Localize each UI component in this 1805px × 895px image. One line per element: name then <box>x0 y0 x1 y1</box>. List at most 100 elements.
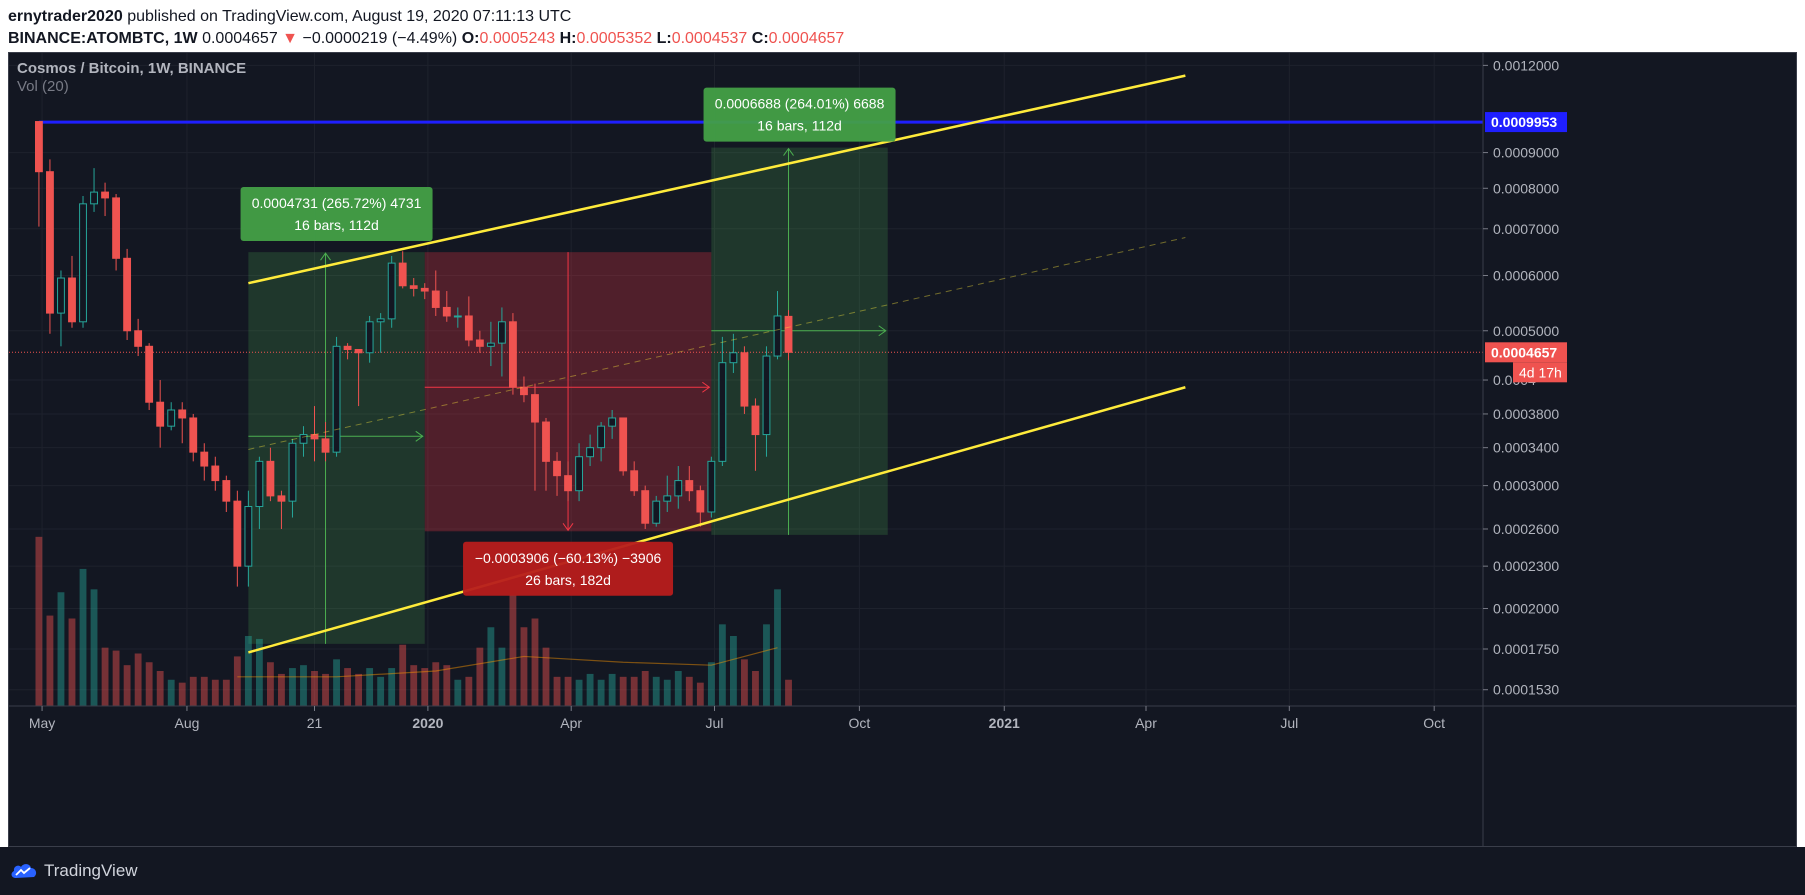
candle-15 <box>200 443 209 481</box>
candle-body-21 <box>266 460 275 497</box>
measure-label-bg-2 <box>703 87 896 142</box>
volume-bar-42 <box>498 647 506 706</box>
candle-0 <box>35 121 43 227</box>
candle-20 <box>255 456 264 529</box>
volume-bar-9 <box>134 653 142 706</box>
candle-body-25 <box>310 434 319 440</box>
candle-body-29 <box>354 349 363 354</box>
y-tick-label-9: 0.0003000 <box>1493 478 1559 494</box>
candle-body-66 <box>762 355 771 436</box>
candle-body-26 <box>321 438 330 453</box>
measure-label-0: 0.0004731 (265.72%) 4731 16 bars, 112d <box>240 186 433 241</box>
candle-30 <box>365 315 374 363</box>
y-tick-label-1: 0.0009000 <box>1493 145 1559 161</box>
volume-bar-22 <box>278 673 285 706</box>
volume-bar-63 <box>729 636 737 706</box>
candle-48 <box>564 461 572 502</box>
price-chart[interactable]: 0.0004731 (265.72%) 4731 16 bars, 112d −0.… <box>9 53 1796 846</box>
candle-body-62 <box>718 362 727 462</box>
candle-4 <box>79 195 87 328</box>
measure-label-bg-0 <box>240 186 433 241</box>
volume-bar-13 <box>178 682 186 706</box>
measure-label-line2-1: 26 bars, 182d <box>525 572 611 588</box>
volume-bars <box>35 536 792 706</box>
candle-42 <box>497 307 506 377</box>
candle-22 <box>277 490 286 529</box>
channel-upper-line <box>248 74 1186 285</box>
footer-bar: TradingView <box>0 847 1805 895</box>
candle-58 <box>674 466 683 509</box>
tradingview-cloud-icon <box>11 864 37 878</box>
x-tick-label-6: Oct <box>848 715 870 731</box>
author-name[interactable]: ernytrader2020 <box>8 8 123 25</box>
candle-body-60 <box>696 490 705 513</box>
candle-body-34 <box>409 285 418 289</box>
candle-body-24 <box>299 434 308 444</box>
volume-bar-25 <box>311 671 318 706</box>
candle-26 <box>321 422 330 462</box>
measure-h-arrowhead-0 <box>415 430 424 442</box>
candle-body-31 <box>376 318 385 323</box>
candle-36 <box>431 270 440 316</box>
candle-body-28 <box>343 345 352 351</box>
measure-v-arrowhead-1 <box>562 523 574 532</box>
candle-66 <box>762 346 771 457</box>
high-label: H: <box>559 30 577 47</box>
volume-bar-27 <box>333 659 340 706</box>
publication-line: ernytrader2020 published on TradingView.… <box>8 6 844 28</box>
volume-bar-39 <box>465 676 473 706</box>
volume-bar-44 <box>520 627 528 706</box>
candle-51 <box>597 422 606 462</box>
candle-body-61 <box>707 460 716 513</box>
candle-14 <box>189 413 198 462</box>
candle-9 <box>134 318 143 357</box>
volume-bar-18 <box>233 656 241 706</box>
candle-37 <box>442 291 451 322</box>
candle-33 <box>398 251 407 289</box>
candle-body-33 <box>398 262 407 287</box>
candle-43 <box>509 313 517 395</box>
candle-32 <box>387 255 396 328</box>
volume-bar-30 <box>366 668 374 706</box>
volume-bar-46 <box>542 647 550 706</box>
volume-bar-37 <box>443 665 451 706</box>
volume-bar-4 <box>79 568 87 706</box>
y-tick-label-10: 0.0002600 <box>1493 521 1559 537</box>
candle-body-13 <box>178 409 187 419</box>
volume-bar-47 <box>553 676 561 706</box>
volume-bar-33 <box>399 644 407 706</box>
candle-body-52 <box>608 417 617 427</box>
candle-body-39 <box>464 315 473 341</box>
volume-bar-21 <box>266 662 274 706</box>
chart-panel[interactable]: 0.0004731 (265.72%) 4731 16 bars, 112d −0.… <box>8 52 1797 847</box>
candle-body-46 <box>542 421 550 462</box>
volume-bar-29 <box>355 673 363 706</box>
volume-bar-38 <box>454 679 462 706</box>
candle-body-22 <box>277 495 286 502</box>
volume-bar-12 <box>167 679 175 706</box>
candle-body-44 <box>520 386 528 396</box>
candle-7 <box>112 194 121 271</box>
candle-63 <box>729 333 738 373</box>
candle-11 <box>156 380 165 448</box>
volume-ma-line <box>237 647 778 678</box>
x-tick-label-8: Apr <box>1135 715 1157 731</box>
measure-box-2 <box>711 147 888 535</box>
measure-label-line1-0: 0.0004731 (265.72%) 4731 <box>252 195 422 211</box>
candle-34 <box>409 278 418 297</box>
candle-body-49 <box>575 456 583 492</box>
close-value: 0.0004657 <box>768 30 845 47</box>
countdown-tag-bg <box>1513 362 1567 383</box>
candle-body-5 <box>90 191 98 205</box>
volume-bar-15 <box>200 676 208 706</box>
candle-body-63 <box>729 352 738 364</box>
candle-60 <box>696 485 705 527</box>
volume-bar-53 <box>619 676 627 706</box>
candle-body-8 <box>123 257 132 332</box>
y-tick-label-11: 0.0002300 <box>1493 558 1559 574</box>
candle-47 <box>553 452 561 496</box>
volume-bar-54 <box>630 676 638 706</box>
tradingview-brand[interactable]: TradingView <box>10 861 138 881</box>
volume-bar-26 <box>322 673 329 706</box>
volume-bar-52 <box>608 673 616 706</box>
